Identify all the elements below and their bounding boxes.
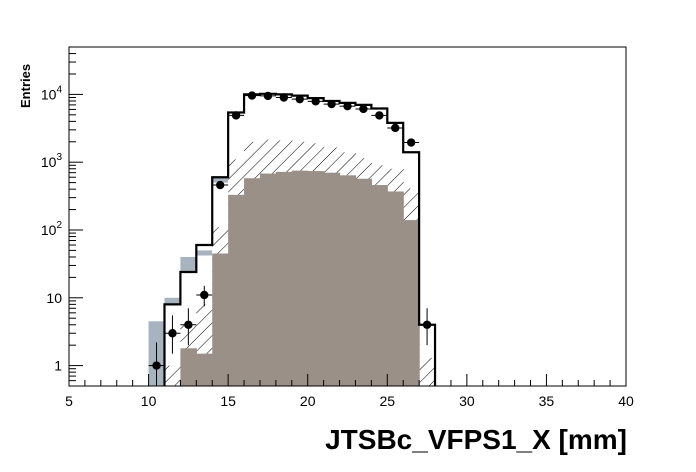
data-point bbox=[403, 138, 420, 147]
x-tick-label: 5 bbox=[65, 393, 73, 409]
data-marker bbox=[200, 290, 209, 300]
data-point bbox=[148, 342, 165, 386]
x-tick-label: 35 bbox=[539, 393, 555, 409]
data-marker bbox=[152, 361, 161, 370]
y-tick-label: 1 bbox=[54, 358, 62, 374]
x-tick-label: 30 bbox=[459, 393, 475, 409]
series-3 bbox=[180, 170, 420, 386]
data-marker bbox=[295, 94, 304, 104]
data-point bbox=[196, 285, 213, 307]
data-point bbox=[339, 101, 356, 111]
histogram-bin bbox=[403, 220, 420, 386]
y-tick-label: 104 bbox=[41, 84, 63, 102]
data-marker bbox=[247, 91, 257, 100]
data-point bbox=[275, 93, 292, 102]
histogram-bin bbox=[419, 357, 436, 386]
data-marker bbox=[343, 101, 352, 111]
data-point bbox=[244, 91, 260, 100]
histogram-bin bbox=[228, 194, 245, 386]
plot-frame bbox=[68, 46, 627, 387]
y-tick-label: 10 bbox=[46, 290, 62, 306]
x-axis-title: JTSBc_VFPS1_X [mm] bbox=[325, 424, 627, 455]
x-tick-label: 15 bbox=[220, 393, 236, 409]
data-marker bbox=[375, 111, 384, 120]
axes-layer: 5 10 15 20 25 30 35 40 1 10 102 103 104 bbox=[41, 46, 634, 409]
histogram-bin bbox=[339, 175, 357, 386]
histogram-bin bbox=[259, 173, 277, 386]
x-tick-label: 40 bbox=[618, 393, 634, 409]
x-tick-label: 10 bbox=[141, 393, 157, 409]
data-point bbox=[323, 99, 340, 109]
histogram-bin bbox=[307, 171, 325, 386]
data-point bbox=[228, 111, 245, 120]
x-tick-label: 20 bbox=[300, 393, 316, 409]
data-point bbox=[371, 111, 388, 120]
data-marker bbox=[359, 104, 368, 114]
histogram-bin bbox=[180, 348, 197, 386]
data-marker bbox=[327, 99, 336, 109]
data-marker bbox=[391, 123, 400, 133]
data-point bbox=[164, 315, 181, 354]
data-marker bbox=[184, 320, 193, 329]
histogram-bin bbox=[355, 178, 372, 386]
histogram-bin bbox=[164, 365, 181, 386]
y-tick-label: 102 bbox=[41, 220, 63, 238]
data-point bbox=[291, 94, 308, 104]
data-marker bbox=[406, 138, 416, 147]
histogram-bin bbox=[275, 171, 293, 386]
data-point bbox=[419, 308, 436, 346]
data-marker bbox=[279, 93, 289, 102]
data-point bbox=[212, 180, 229, 190]
histogram-bin bbox=[196, 353, 213, 386]
data-marker bbox=[215, 180, 225, 190]
data-marker bbox=[311, 97, 320, 106]
series-5 bbox=[148, 91, 436, 386]
data-marker bbox=[168, 329, 177, 338]
data-marker bbox=[422, 320, 432, 329]
histogram-bin bbox=[291, 170, 309, 386]
x-tick-label: 25 bbox=[379, 393, 395, 409]
data-marker bbox=[231, 111, 241, 120]
histogram-bin bbox=[387, 191, 404, 386]
histogram-bin bbox=[323, 172, 341, 386]
histogram-bin bbox=[244, 178, 261, 386]
histogram-bin bbox=[371, 185, 388, 386]
data-point bbox=[387, 123, 404, 133]
data-point bbox=[259, 91, 276, 101]
y-axis-title: Entries bbox=[18, 64, 33, 108]
histogram-bin bbox=[212, 253, 229, 386]
series-layer bbox=[148, 91, 437, 387]
data-point bbox=[180, 308, 197, 346]
y-tick-label: 103 bbox=[41, 152, 63, 170]
data-point bbox=[307, 97, 324, 106]
data-point bbox=[355, 104, 372, 114]
data-marker bbox=[263, 91, 273, 101]
